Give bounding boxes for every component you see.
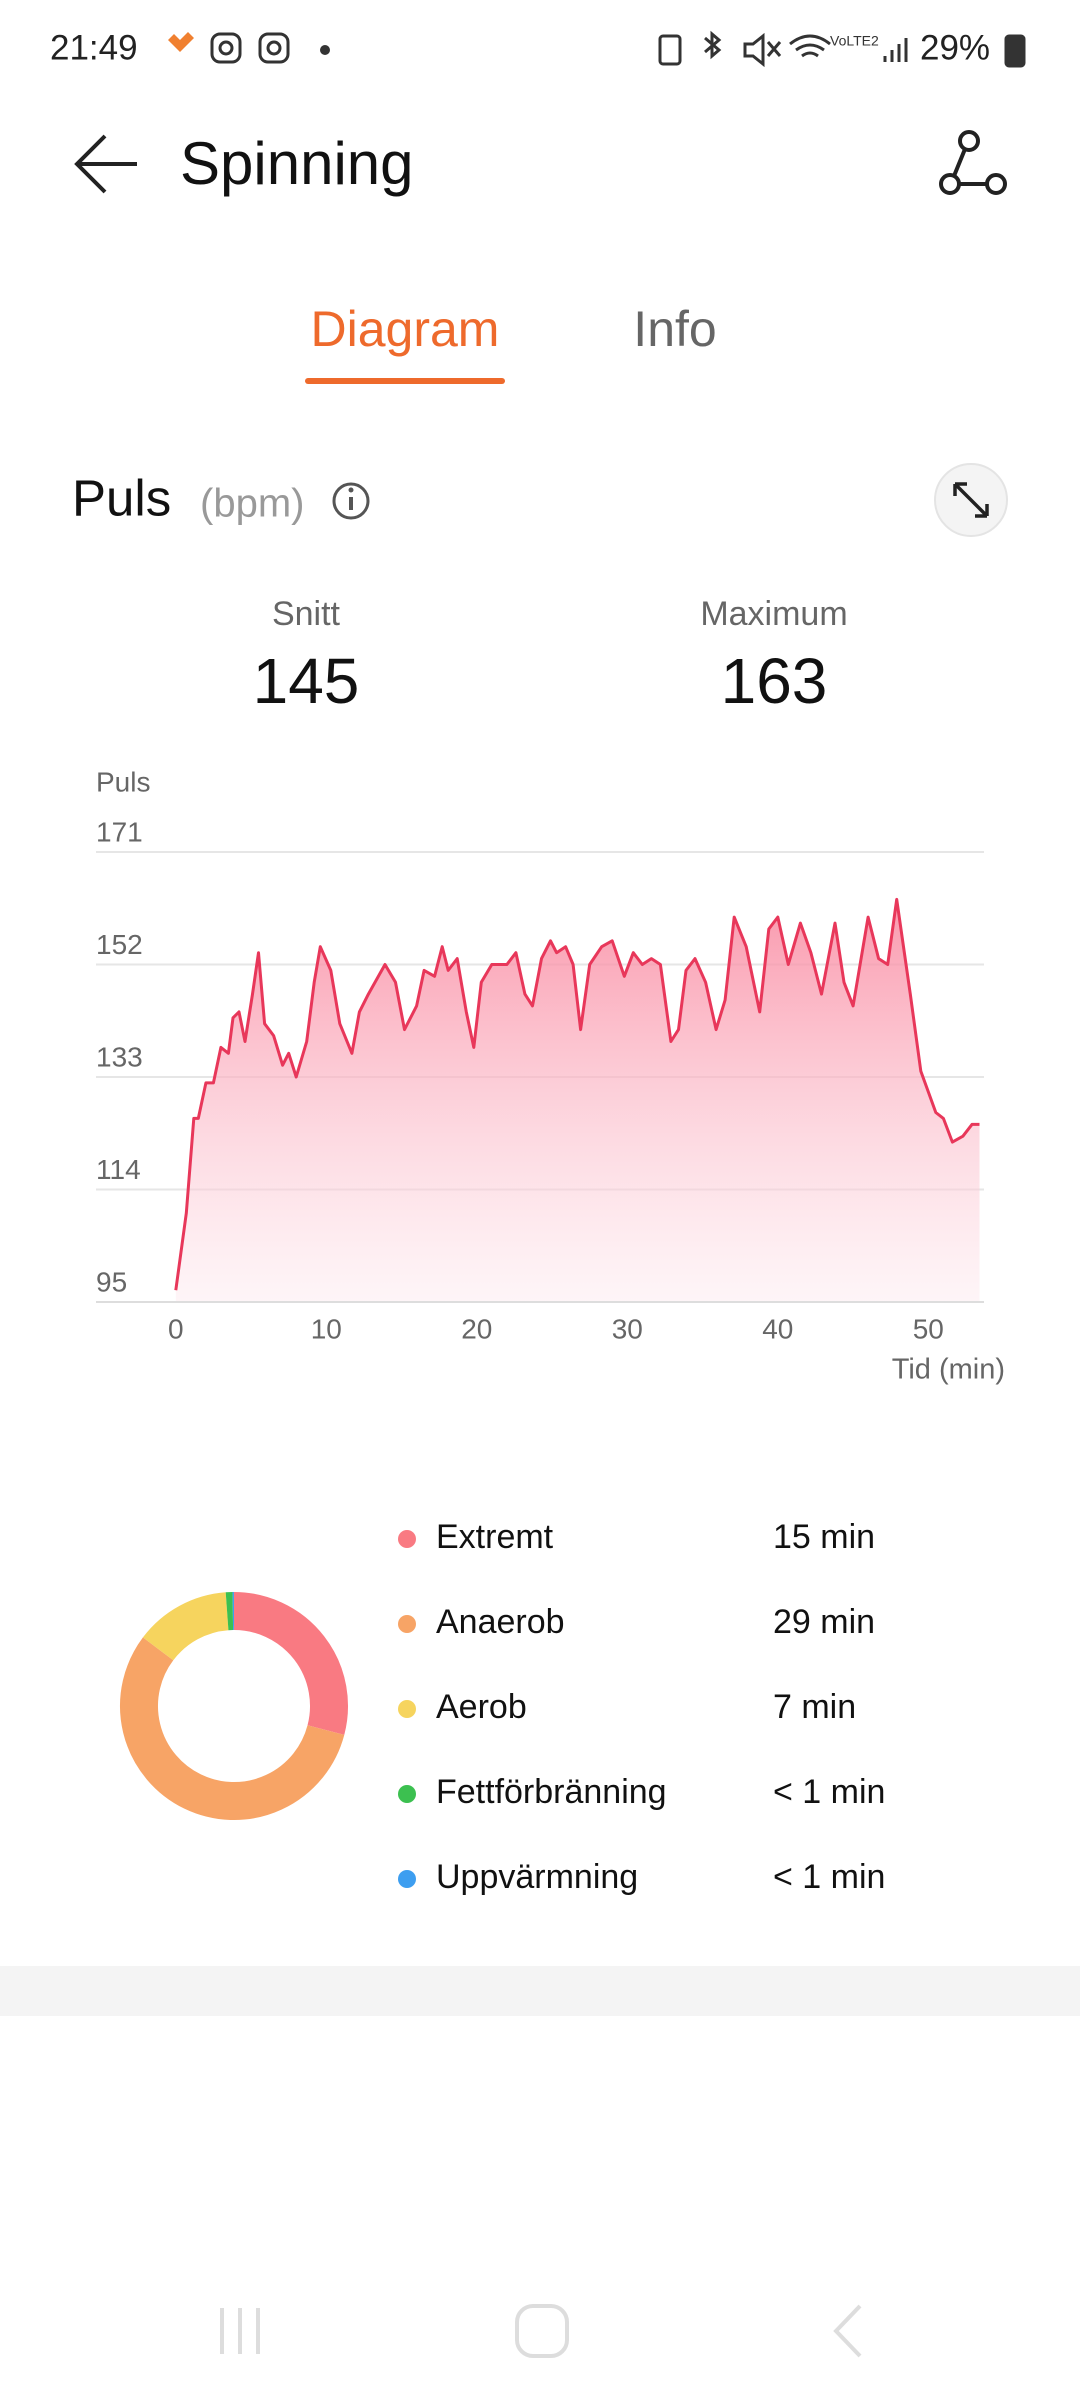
x-tick-label: 0 — [168, 1313, 184, 1344]
y-tick-label: 95 — [96, 1266, 127, 1297]
x-tick-label: 40 — [762, 1313, 793, 1344]
x-tick-label: 30 — [612, 1313, 643, 1344]
nav-home[interactable] — [517, 2306, 567, 2356]
legend-dot — [398, 1785, 416, 1803]
x-tick-label: 20 — [461, 1313, 492, 1344]
section-unit: (bpm) — [200, 482, 304, 526]
status-icons: VoLTE2 — [168, 32, 1024, 66]
status-battery: 29% — [920, 28, 990, 67]
legend-label: Extremt — [436, 1518, 554, 1556]
legend-label: Aerob — [436, 1688, 527, 1726]
area — [176, 899, 980, 1302]
x-tick-label: 10 — [311, 1313, 342, 1344]
nav-back[interactable] — [836, 2306, 860, 2356]
stat-label: Maximum — [700, 595, 847, 633]
expand-button[interactable] — [935, 464, 1007, 536]
legend-dot — [398, 1530, 416, 1548]
line-chart: 95 114 133 152 171 0 10 20 30 40 50 — [96, 816, 984, 1344]
tab-active[interactable]: Diagram — [311, 301, 500, 357]
x-tick-label: 50 — [913, 1313, 944, 1344]
legend-label: Anaerob — [436, 1603, 565, 1641]
legend-dot — [398, 1870, 416, 1888]
legend-value: 7 min — [773, 1688, 856, 1726]
y-tick-label: 114 — [96, 1154, 141, 1185]
back-button[interactable] — [77, 136, 137, 192]
y-tick-label: 133 — [96, 1041, 143, 1072]
tab[interactable]: Info — [633, 301, 716, 357]
donut-segment — [158, 1611, 227, 1649]
y-axis-label: Puls — [96, 766, 150, 797]
y-tick-label: 171 — [96, 816, 143, 847]
legend-label: Uppvärmning — [436, 1858, 638, 1896]
stat-label: Snitt — [272, 595, 341, 633]
nav-bar — [222, 2306, 860, 2356]
nav-recent[interactable] — [222, 2308, 258, 2354]
donut-segment — [139, 1649, 326, 1801]
info-icon[interactable] — [334, 484, 368, 518]
route-button[interactable] — [941, 132, 1005, 193]
legend-dot — [398, 1615, 416, 1633]
legend-value: < 1 min — [773, 1858, 885, 1896]
legend-value: < 1 min — [773, 1773, 885, 1811]
x-axis-label: Tid (min) — [892, 1354, 1005, 1386]
stat-value: 163 — [721, 645, 828, 717]
zone-donut: Extremt 15 min Anaerob 29 min Aerob 7 min Fett… — [139, 1518, 885, 1896]
legend-value: 15 min — [773, 1518, 875, 1556]
legend-value: 29 min — [773, 1603, 875, 1641]
svg-text:VoLTE2: VoLTE2 — [830, 33, 879, 49]
section-title: Puls — [72, 469, 171, 526]
donut-segment — [234, 1611, 329, 1730]
legend-dot — [398, 1700, 416, 1718]
legend-label: Fettförbränning — [436, 1773, 667, 1811]
status-time: 21:49 — [50, 28, 138, 67]
header-title: Spinning — [180, 130, 414, 197]
y-tick-label: 152 — [96, 929, 143, 960]
divider-band — [0, 1966, 1080, 2016]
tab-indicator — [305, 378, 505, 384]
stat-value: 145 — [253, 645, 360, 717]
